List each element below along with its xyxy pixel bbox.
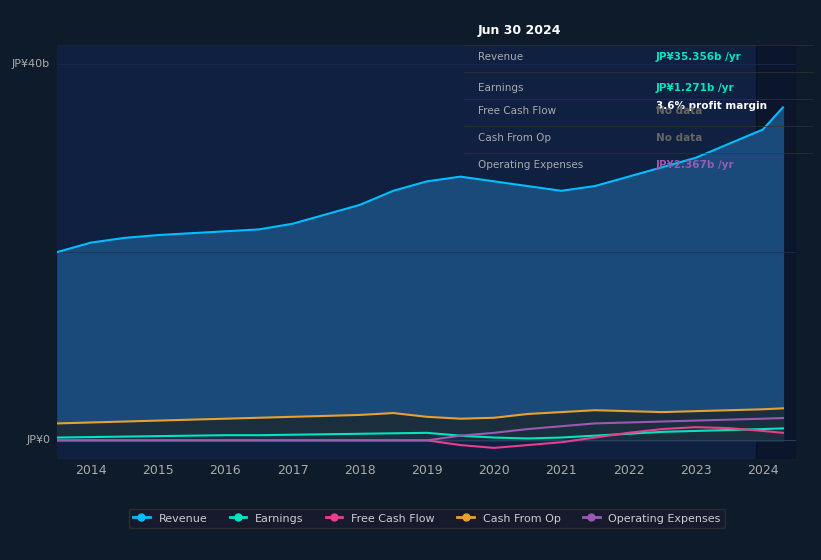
Text: Cash From Op: Cash From Op [478,133,551,143]
Bar [756,45,796,459]
Text: Operating Expenses: Operating Expenses [478,160,583,170]
Text: Earnings: Earnings [478,83,523,92]
Text: JP¥0: JP¥0 [26,435,50,445]
Legend: Revenue, Earnings, Free Cash Flow, Cash From Op, Operating Expenses: Revenue, Earnings, Free Cash Flow, Cash … [129,508,725,528]
Text: Free Cash Flow: Free Cash Flow [478,106,556,116]
Text: JP¥2.367b /yr: JP¥2.367b /yr [656,160,735,170]
Text: JP¥1.271b /yr: JP¥1.271b /yr [656,83,735,92]
Text: Revenue: Revenue [478,52,523,62]
Text: Jun 30 2024: Jun 30 2024 [478,24,562,36]
Text: 3.6% profit margin: 3.6% profit margin [656,101,767,110]
Text: JP¥35.356b /yr: JP¥35.356b /yr [656,52,741,62]
Text: No data: No data [656,106,702,116]
Text: No data: No data [656,133,702,143]
Text: JP¥40b: JP¥40b [12,59,50,69]
